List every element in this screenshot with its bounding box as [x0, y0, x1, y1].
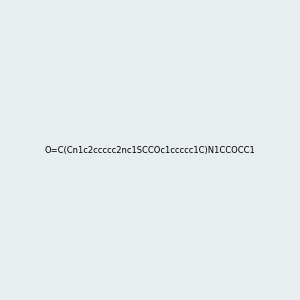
Text: O=C(Cn1c2ccccc2nc1SCCOc1ccccc1C)N1CCOCC1: O=C(Cn1c2ccccc2nc1SCCOc1ccccc1C)N1CCOCC1: [45, 146, 255, 154]
